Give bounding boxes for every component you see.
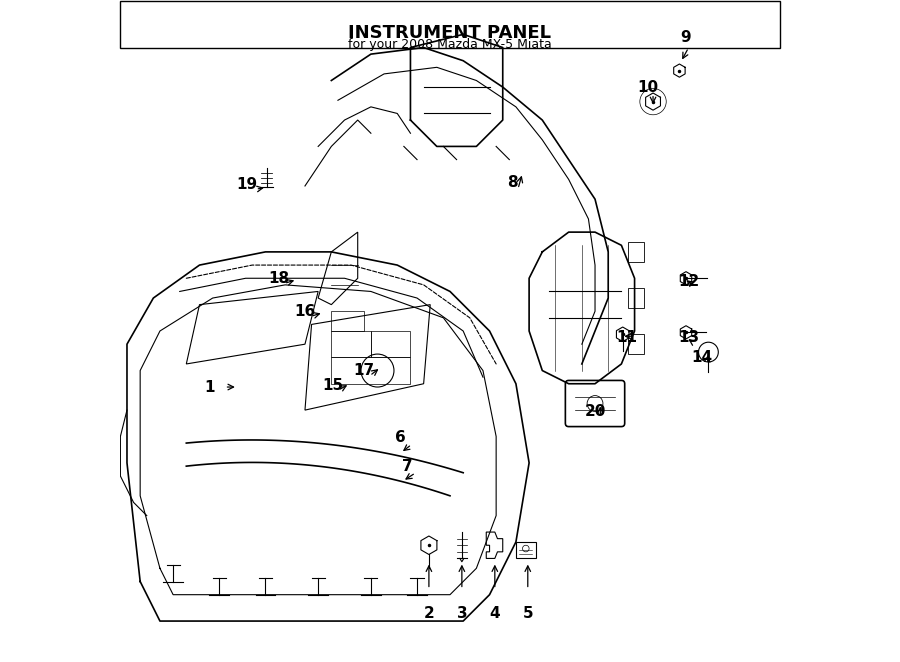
Text: 9: 9 <box>680 30 691 45</box>
Text: 17: 17 <box>354 363 375 378</box>
Text: for your 2008 Mazda MX-5 Miata: for your 2008 Mazda MX-5 Miata <box>348 38 552 51</box>
Bar <box>331 311 364 331</box>
Text: 3: 3 <box>456 606 467 621</box>
Text: INSTRUMENT PANEL: INSTRUMENT PANEL <box>348 24 552 42</box>
Bar <box>628 288 644 308</box>
Text: 1: 1 <box>204 379 214 395</box>
Text: 6: 6 <box>395 430 406 446</box>
Bar <box>121 1 779 48</box>
Bar <box>331 357 410 384</box>
Text: 12: 12 <box>678 274 699 289</box>
Bar <box>371 331 410 357</box>
Bar <box>628 242 644 261</box>
Bar <box>628 334 644 354</box>
Text: 14: 14 <box>691 350 713 365</box>
Text: 8: 8 <box>508 175 518 190</box>
Text: 4: 4 <box>490 606 500 621</box>
Text: 18: 18 <box>268 271 289 286</box>
Text: 20: 20 <box>584 404 606 419</box>
Text: 10: 10 <box>637 79 658 95</box>
Text: 19: 19 <box>237 177 257 192</box>
Text: 5: 5 <box>523 606 533 621</box>
Bar <box>516 542 536 559</box>
Text: 11: 11 <box>616 330 637 345</box>
Text: 2: 2 <box>424 606 435 621</box>
Text: 16: 16 <box>294 304 316 318</box>
Text: 15: 15 <box>322 377 343 393</box>
Text: 7: 7 <box>401 459 412 473</box>
Text: 13: 13 <box>678 330 699 345</box>
Bar <box>331 331 371 357</box>
